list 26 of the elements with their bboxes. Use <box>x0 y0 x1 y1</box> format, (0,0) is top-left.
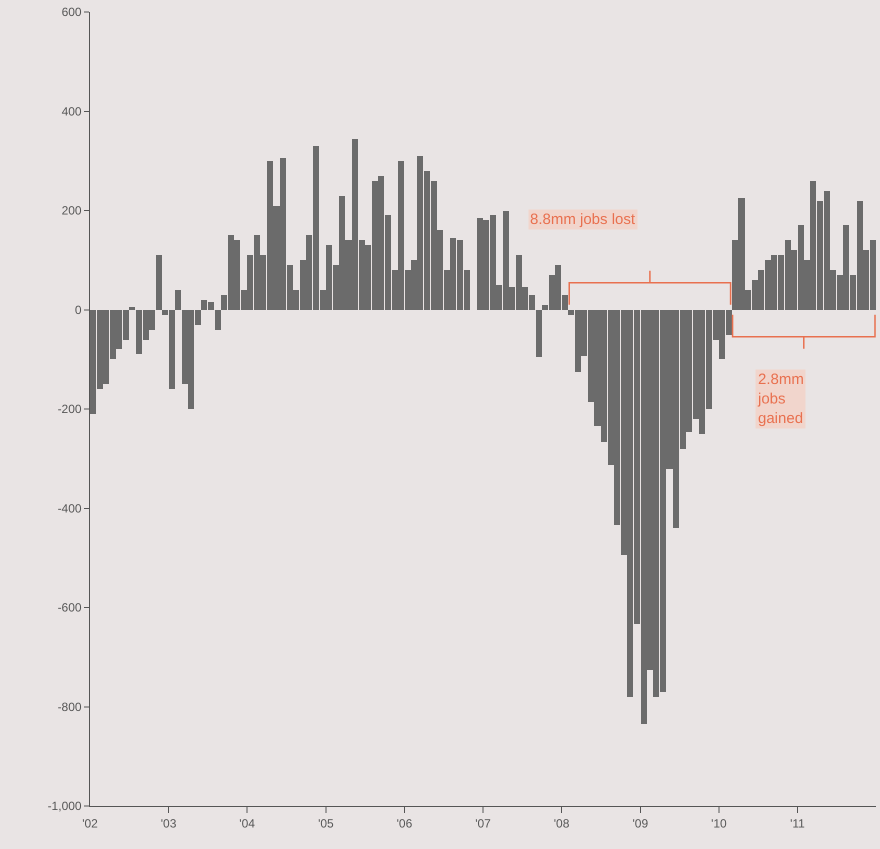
x-tick-label: '08 <box>554 816 570 830</box>
x-tick-label: '03 <box>160 816 177 830</box>
x-tick-label: '06 <box>396 816 413 830</box>
bar <box>129 307 135 310</box>
x-tick-label: '10 <box>711 816 728 830</box>
y-tick-label: -400 <box>58 501 82 516</box>
y-tick-label: -1,000 <box>48 799 82 814</box>
y-tick-label: 400 <box>62 104 82 118</box>
bar <box>215 310 221 330</box>
annotation: 2.8mm jobs gained <box>757 371 804 427</box>
x-tick-label: '04 <box>239 816 256 830</box>
y-tick-label: -600 <box>58 600 82 615</box>
x-tick-label: '09 <box>632 816 648 830</box>
y-tick-label: 200 <box>62 204 82 218</box>
x-tick-label: '05 <box>318 816 334 830</box>
y-tick-label: 600 <box>62 5 82 20</box>
bar <box>156 255 162 310</box>
bar <box>536 310 542 357</box>
annotation: 8.8mm jobs lost <box>530 211 636 228</box>
bar <box>175 290 181 310</box>
x-tick-label: '07 <box>475 816 492 830</box>
y-tick-label: 0 <box>74 302 82 317</box>
x-tick-label: '02 <box>82 816 98 830</box>
x-tick-label: '11 <box>790 816 806 830</box>
y-tick-label: -200 <box>58 402 82 416</box>
y-tick-label: -800 <box>58 700 82 714</box>
